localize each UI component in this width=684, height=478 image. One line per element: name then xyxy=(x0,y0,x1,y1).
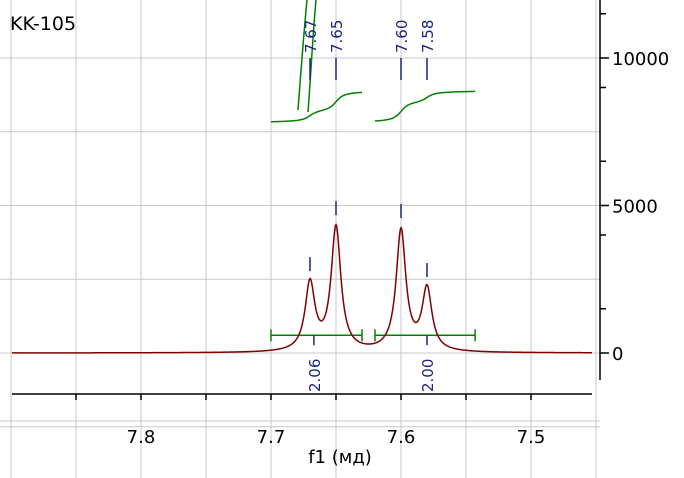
peak-label: 7.60 xyxy=(393,20,411,53)
integral-label: 2.06 xyxy=(306,359,324,392)
peak-labels: 7.67 7.65 7.60 7.58 xyxy=(302,20,437,278)
x-tick-label: 7.7 xyxy=(257,427,286,448)
axes: 7.8 7.7 7.6 7.5 0 5000 10000 xyxy=(12,0,669,448)
y-tick-label: 5000 xyxy=(612,197,658,218)
integral-curve-offscale xyxy=(297,0,308,111)
integrals: 2.06 2.00 xyxy=(270,0,476,392)
x-tick-label: 7.8 xyxy=(127,427,156,448)
integral-curve xyxy=(270,91,363,123)
spectrum xyxy=(12,223,593,354)
integral-curve xyxy=(374,90,476,122)
peak-label: 7.67 xyxy=(302,20,320,53)
chart-title: KK-105 xyxy=(10,13,76,35)
x-axis-label: f1 (мд) xyxy=(308,447,372,468)
peak-label: 7.65 xyxy=(328,20,346,53)
integral-curve-offscale xyxy=(307,0,317,113)
x-tick-label: 7.6 xyxy=(387,427,416,448)
integral-label: 2.00 xyxy=(419,359,437,392)
peak-label: 7.58 xyxy=(419,20,437,53)
y-tick-label: 10000 xyxy=(612,49,669,70)
spectrum-trace xyxy=(12,223,593,354)
y-tick-label: 0 xyxy=(612,344,623,365)
x-tick-label: 7.5 xyxy=(517,427,546,448)
grid xyxy=(0,0,600,478)
